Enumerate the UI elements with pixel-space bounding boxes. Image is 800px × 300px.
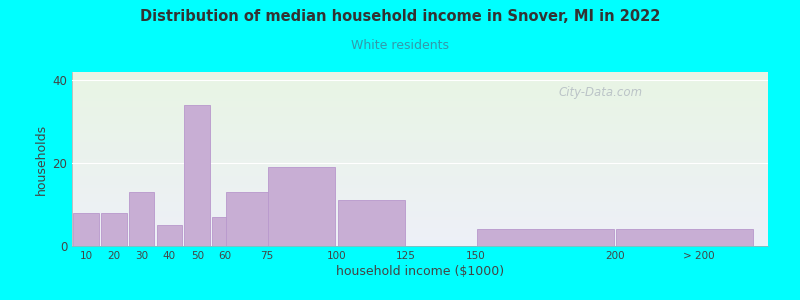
Bar (226, 192, 294, 246)
Bar (477, 230, 614, 246)
X-axis label: household income ($1000): household income ($1000) (336, 265, 504, 278)
Bar (338, 200, 405, 246)
Bar (268, 167, 335, 246)
Text: City-Data.com: City-Data.com (559, 86, 643, 99)
Bar (185, 105, 210, 246)
Bar (101, 213, 126, 246)
Bar (157, 225, 182, 246)
Bar (212, 217, 252, 246)
Text: Distribution of median household income in Snover, MI in 2022: Distribution of median household income … (140, 9, 660, 24)
Bar (73, 213, 98, 246)
Text: White residents: White residents (351, 39, 449, 52)
Bar (616, 230, 753, 246)
Y-axis label: households: households (35, 123, 48, 195)
Bar (129, 192, 154, 246)
